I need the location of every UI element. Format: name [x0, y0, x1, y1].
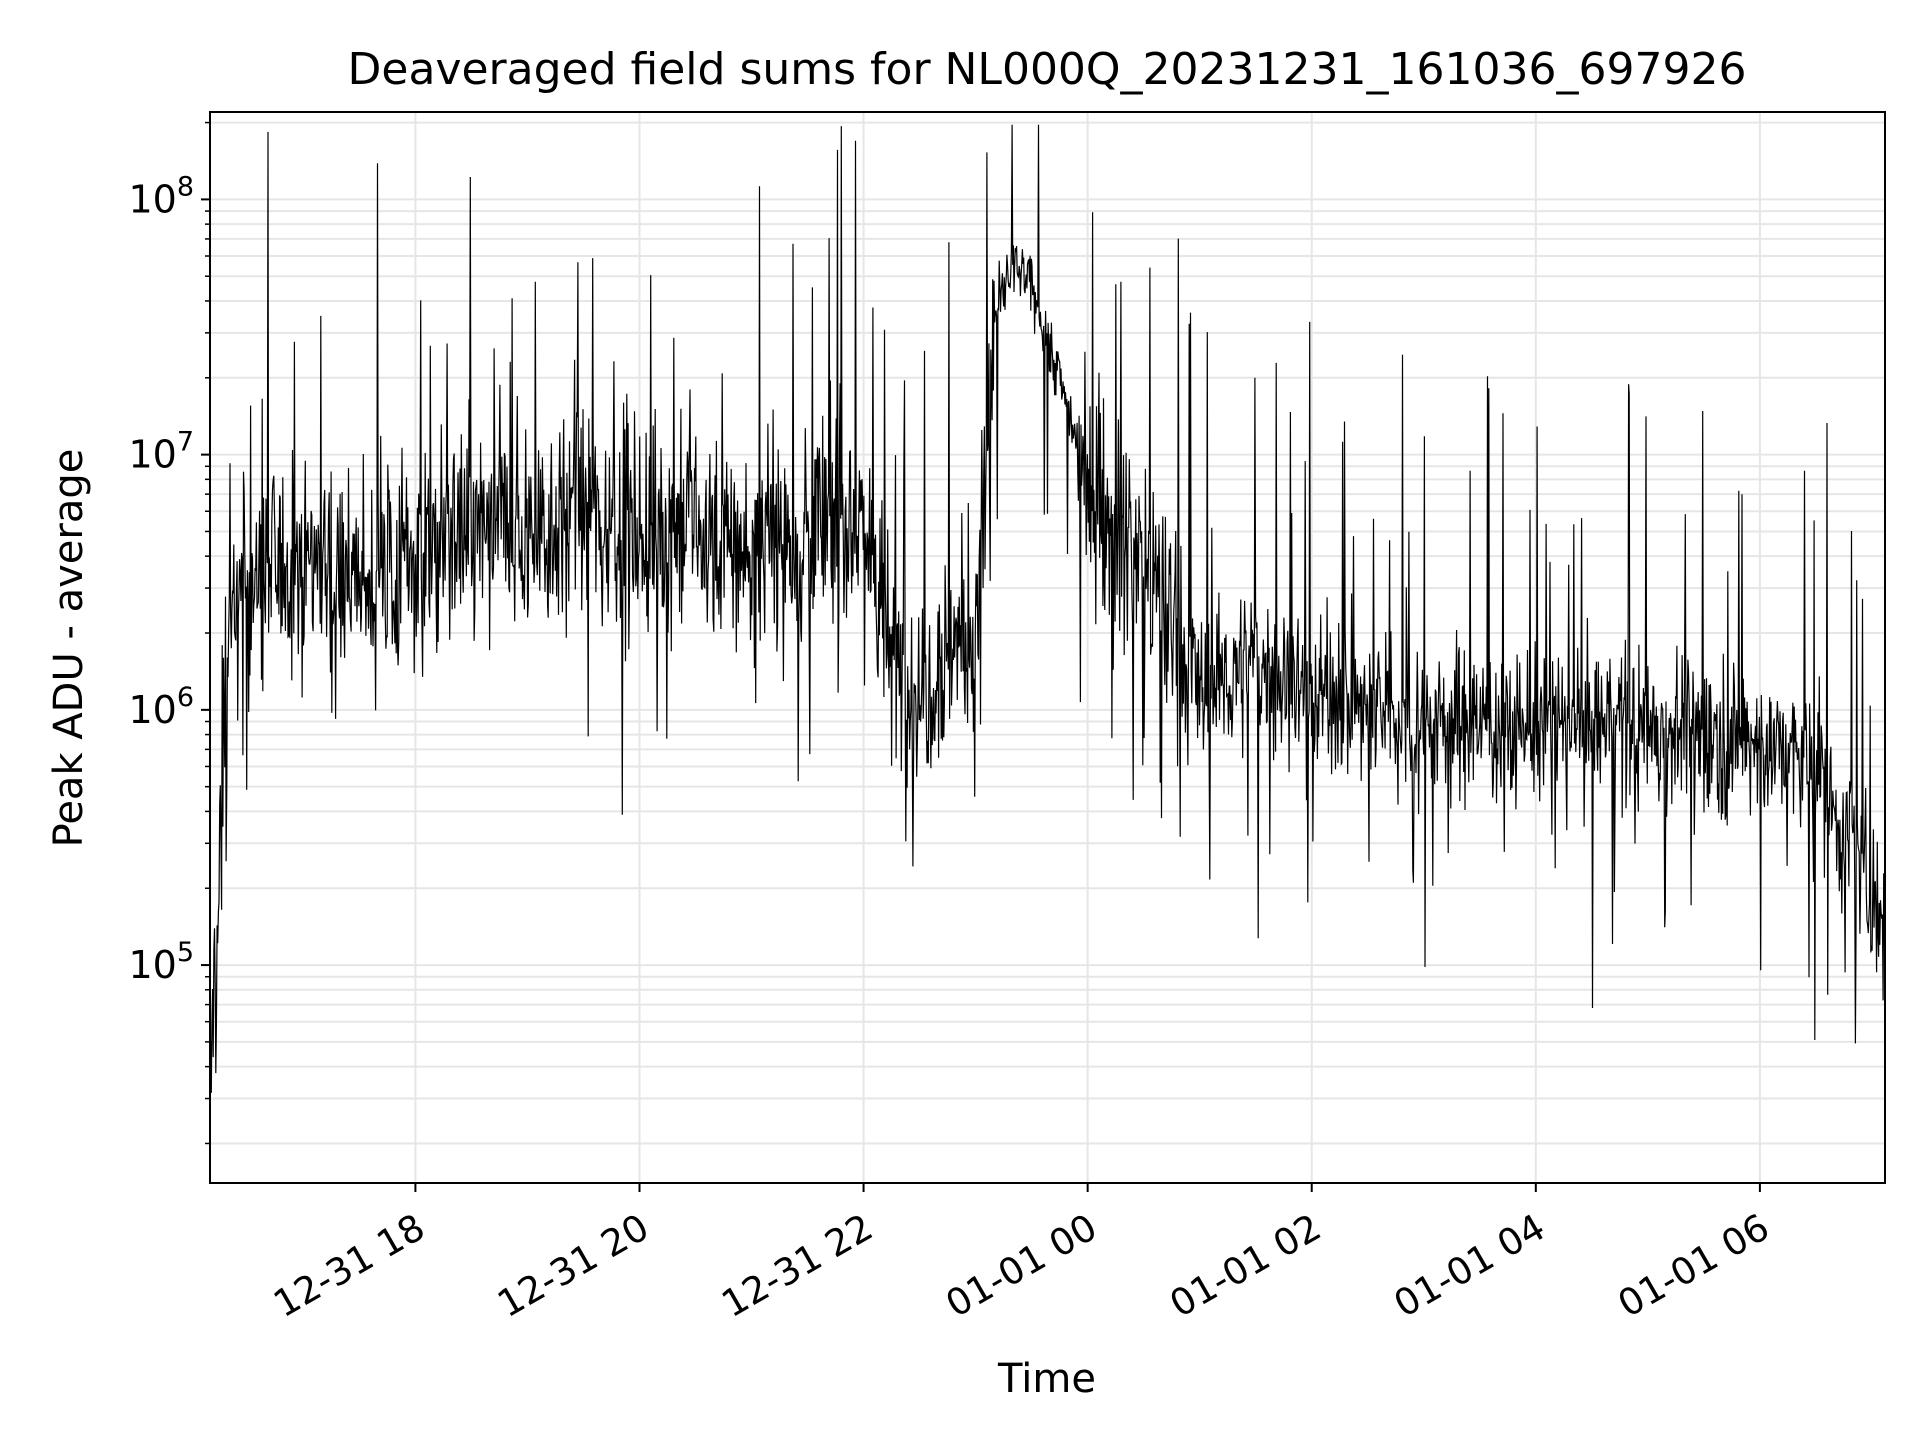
y-axis-label: Peak ADU - average	[46, 449, 92, 848]
axes-frame	[209, 111, 1886, 1184]
x-axis-label: Time	[997, 1356, 1096, 1402]
y-tick-label: 106	[128, 682, 194, 732]
y-tick-label: 107	[128, 427, 194, 477]
y-tick-label: 108	[128, 171, 194, 221]
plot-area	[210, 124, 1885, 1093]
chart-title: Deaveraged field sums for NL000Q_2023123…	[348, 44, 1747, 95]
series-line	[210, 124, 1885, 1093]
y-tick-label: 105	[128, 937, 194, 987]
